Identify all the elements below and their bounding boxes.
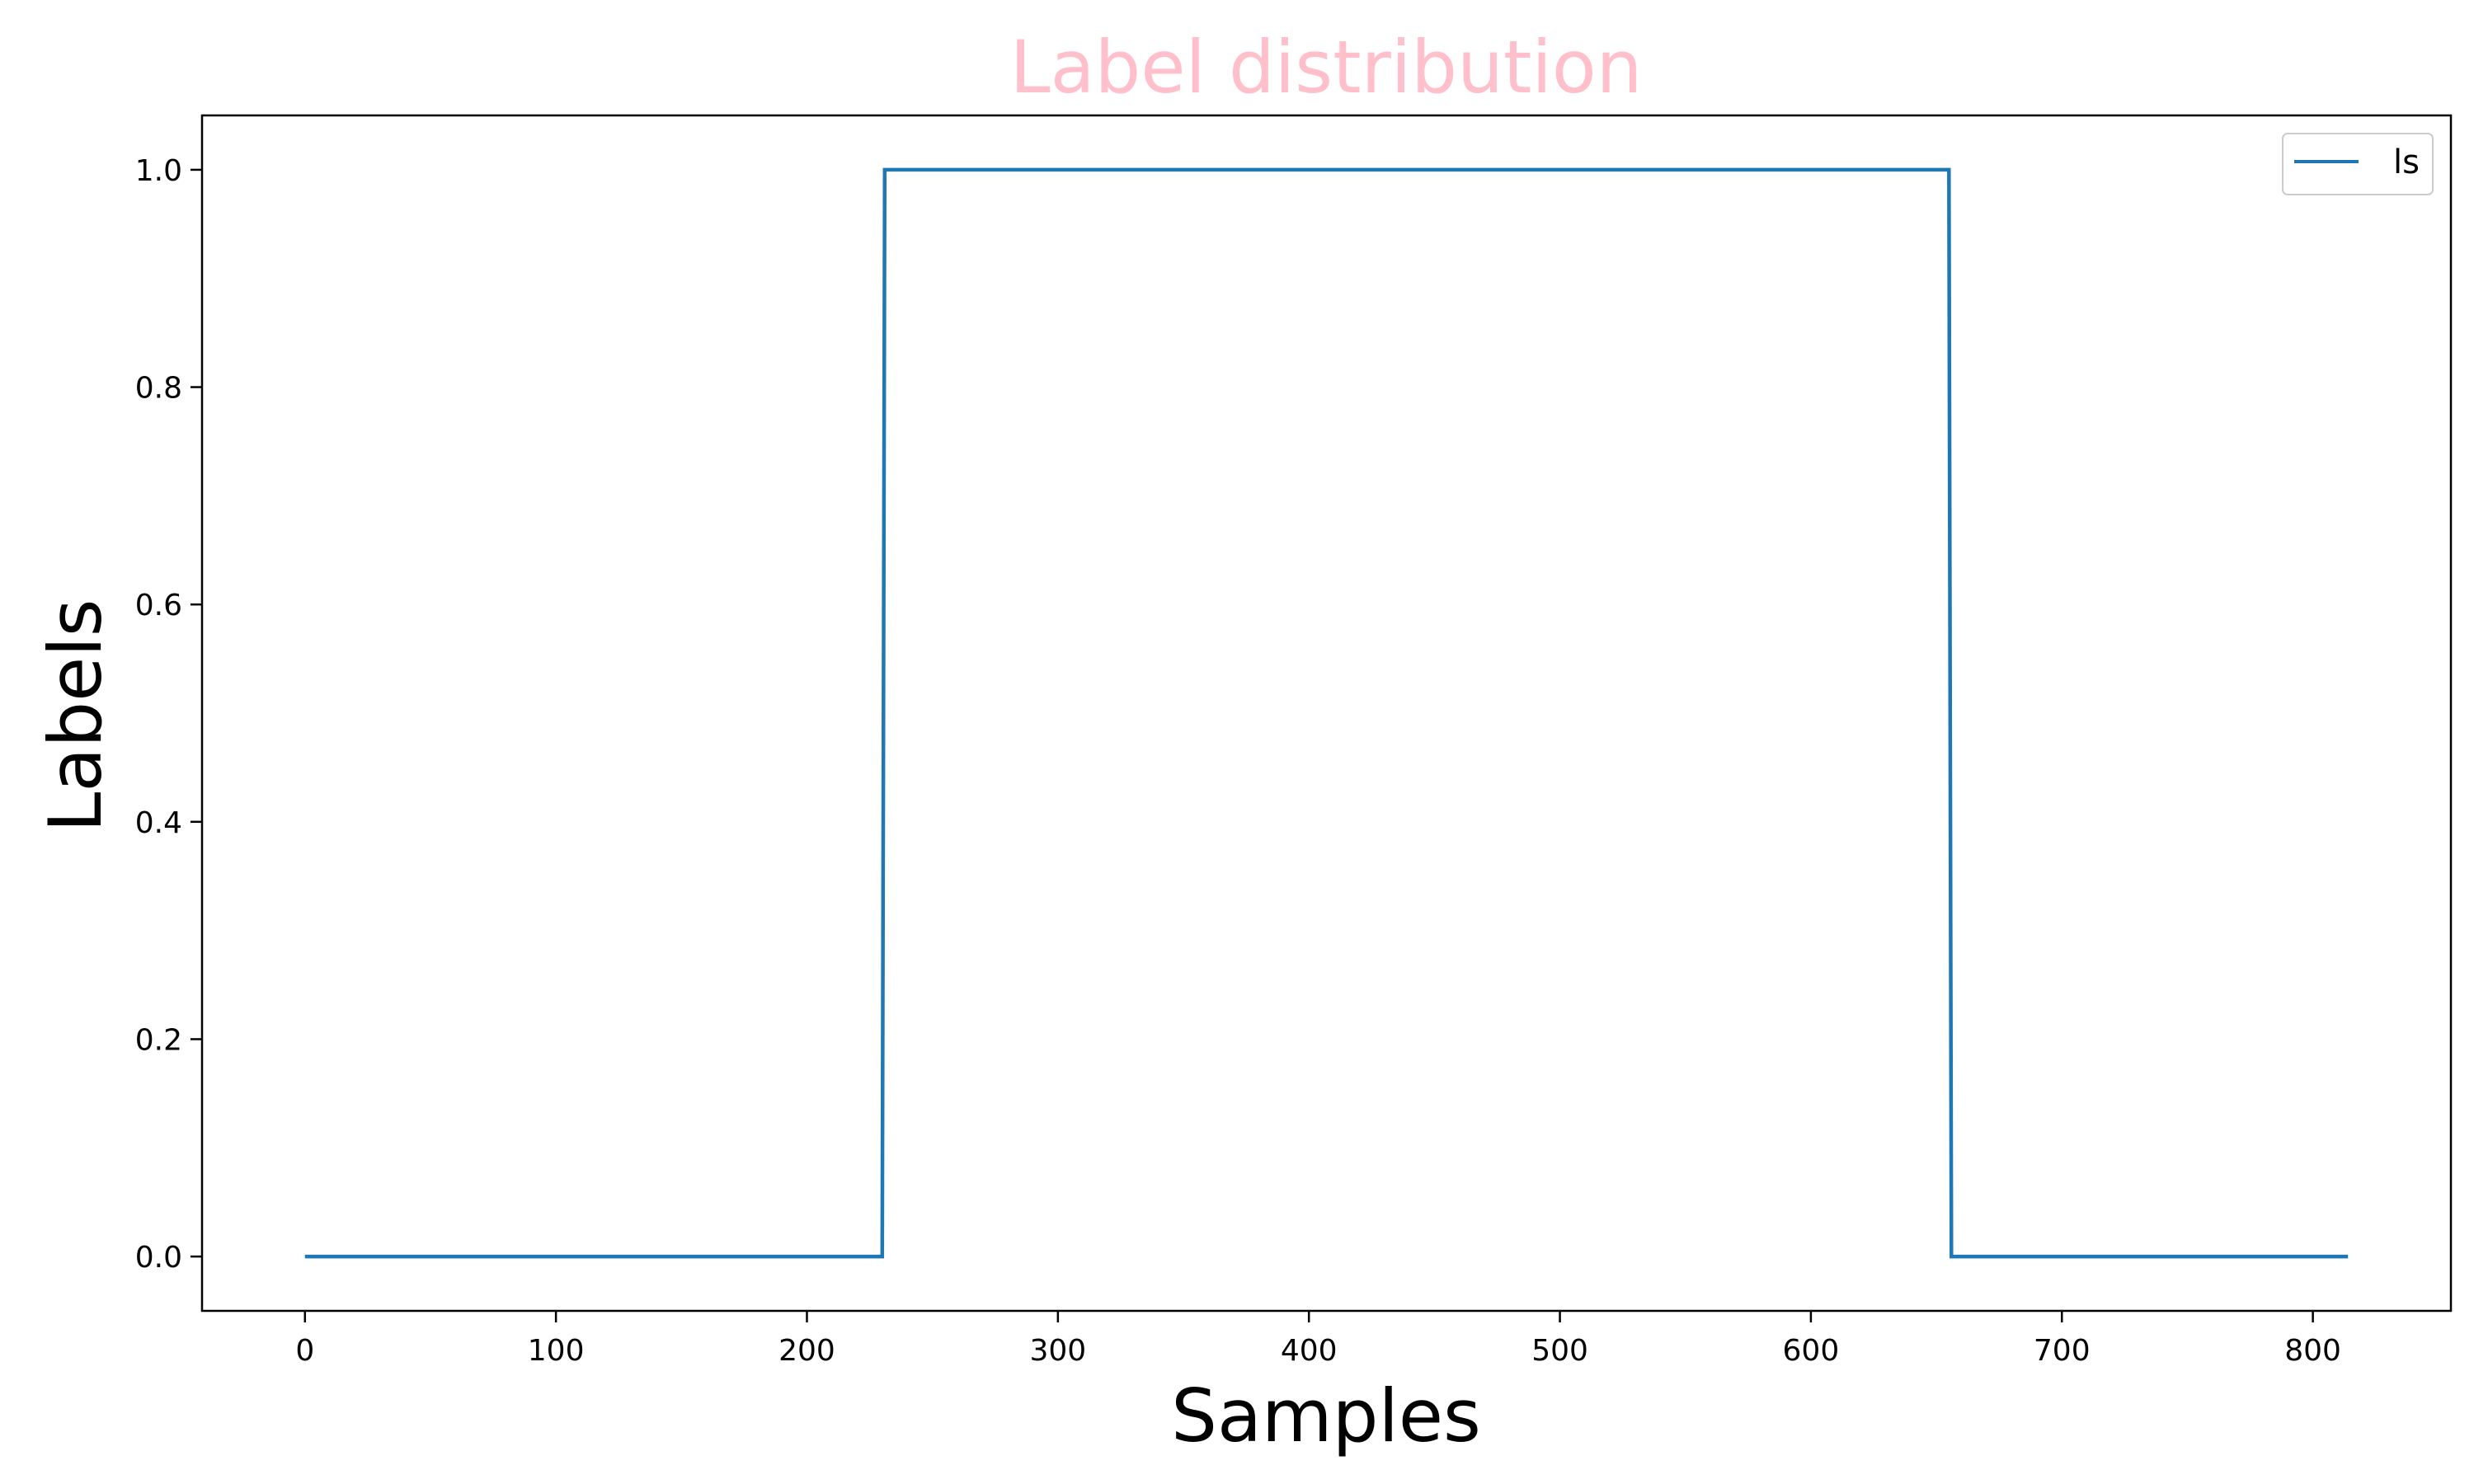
y-tick-label: 0.0 — [135, 1241, 182, 1275]
x-tick-label: 400 — [1281, 1334, 1338, 1368]
chart-title: Label distribution — [1010, 25, 1643, 110]
x-tick-label: 700 — [2034, 1334, 2091, 1368]
series-line-ls — [304, 167, 2349, 1259]
plot-area: 0 100 200 300 400 500 600 700 800 0.00.20.40.60.… — [135, 114, 2453, 1368]
x-axis-ticks: 0 100 200 300 400 500 600 700 800 — [295, 1311, 2341, 1368]
y-tick-label: 0.2 — [135, 1023, 182, 1057]
x-tick-label: 600 — [1783, 1334, 1840, 1368]
legend: ls — [2282, 133, 2434, 195]
x-tick-label: 500 — [1531, 1334, 1588, 1368]
x-axis-label: Samples — [1171, 1374, 1481, 1458]
series-layer — [304, 167, 2349, 1259]
x-tick-label: 200 — [778, 1334, 835, 1368]
y-tick-label: 0.6 — [135, 589, 182, 622]
x-tick-label: 300 — [1029, 1334, 1086, 1368]
axes-frame — [200, 114, 2453, 1313]
legend-entry-label: ls — [2393, 143, 2420, 181]
x-tick-label: 100 — [528, 1334, 585, 1368]
y-tick-label: 0.4 — [135, 806, 182, 840]
y-axis-ticks: 0.0 0.2 0.4 0.6 0.8 1.0 — [135, 154, 202, 1275]
y-tick-label: 1.0 — [135, 154, 182, 188]
y-axis-label: Labels — [33, 599, 118, 832]
y-tick-label: 0.8 — [135, 372, 182, 406]
x-tick-label: 0 — [295, 1334, 314, 1368]
legend-box — [2282, 133, 2434, 195]
x-tick-label: 800 — [2284, 1334, 2341, 1368]
